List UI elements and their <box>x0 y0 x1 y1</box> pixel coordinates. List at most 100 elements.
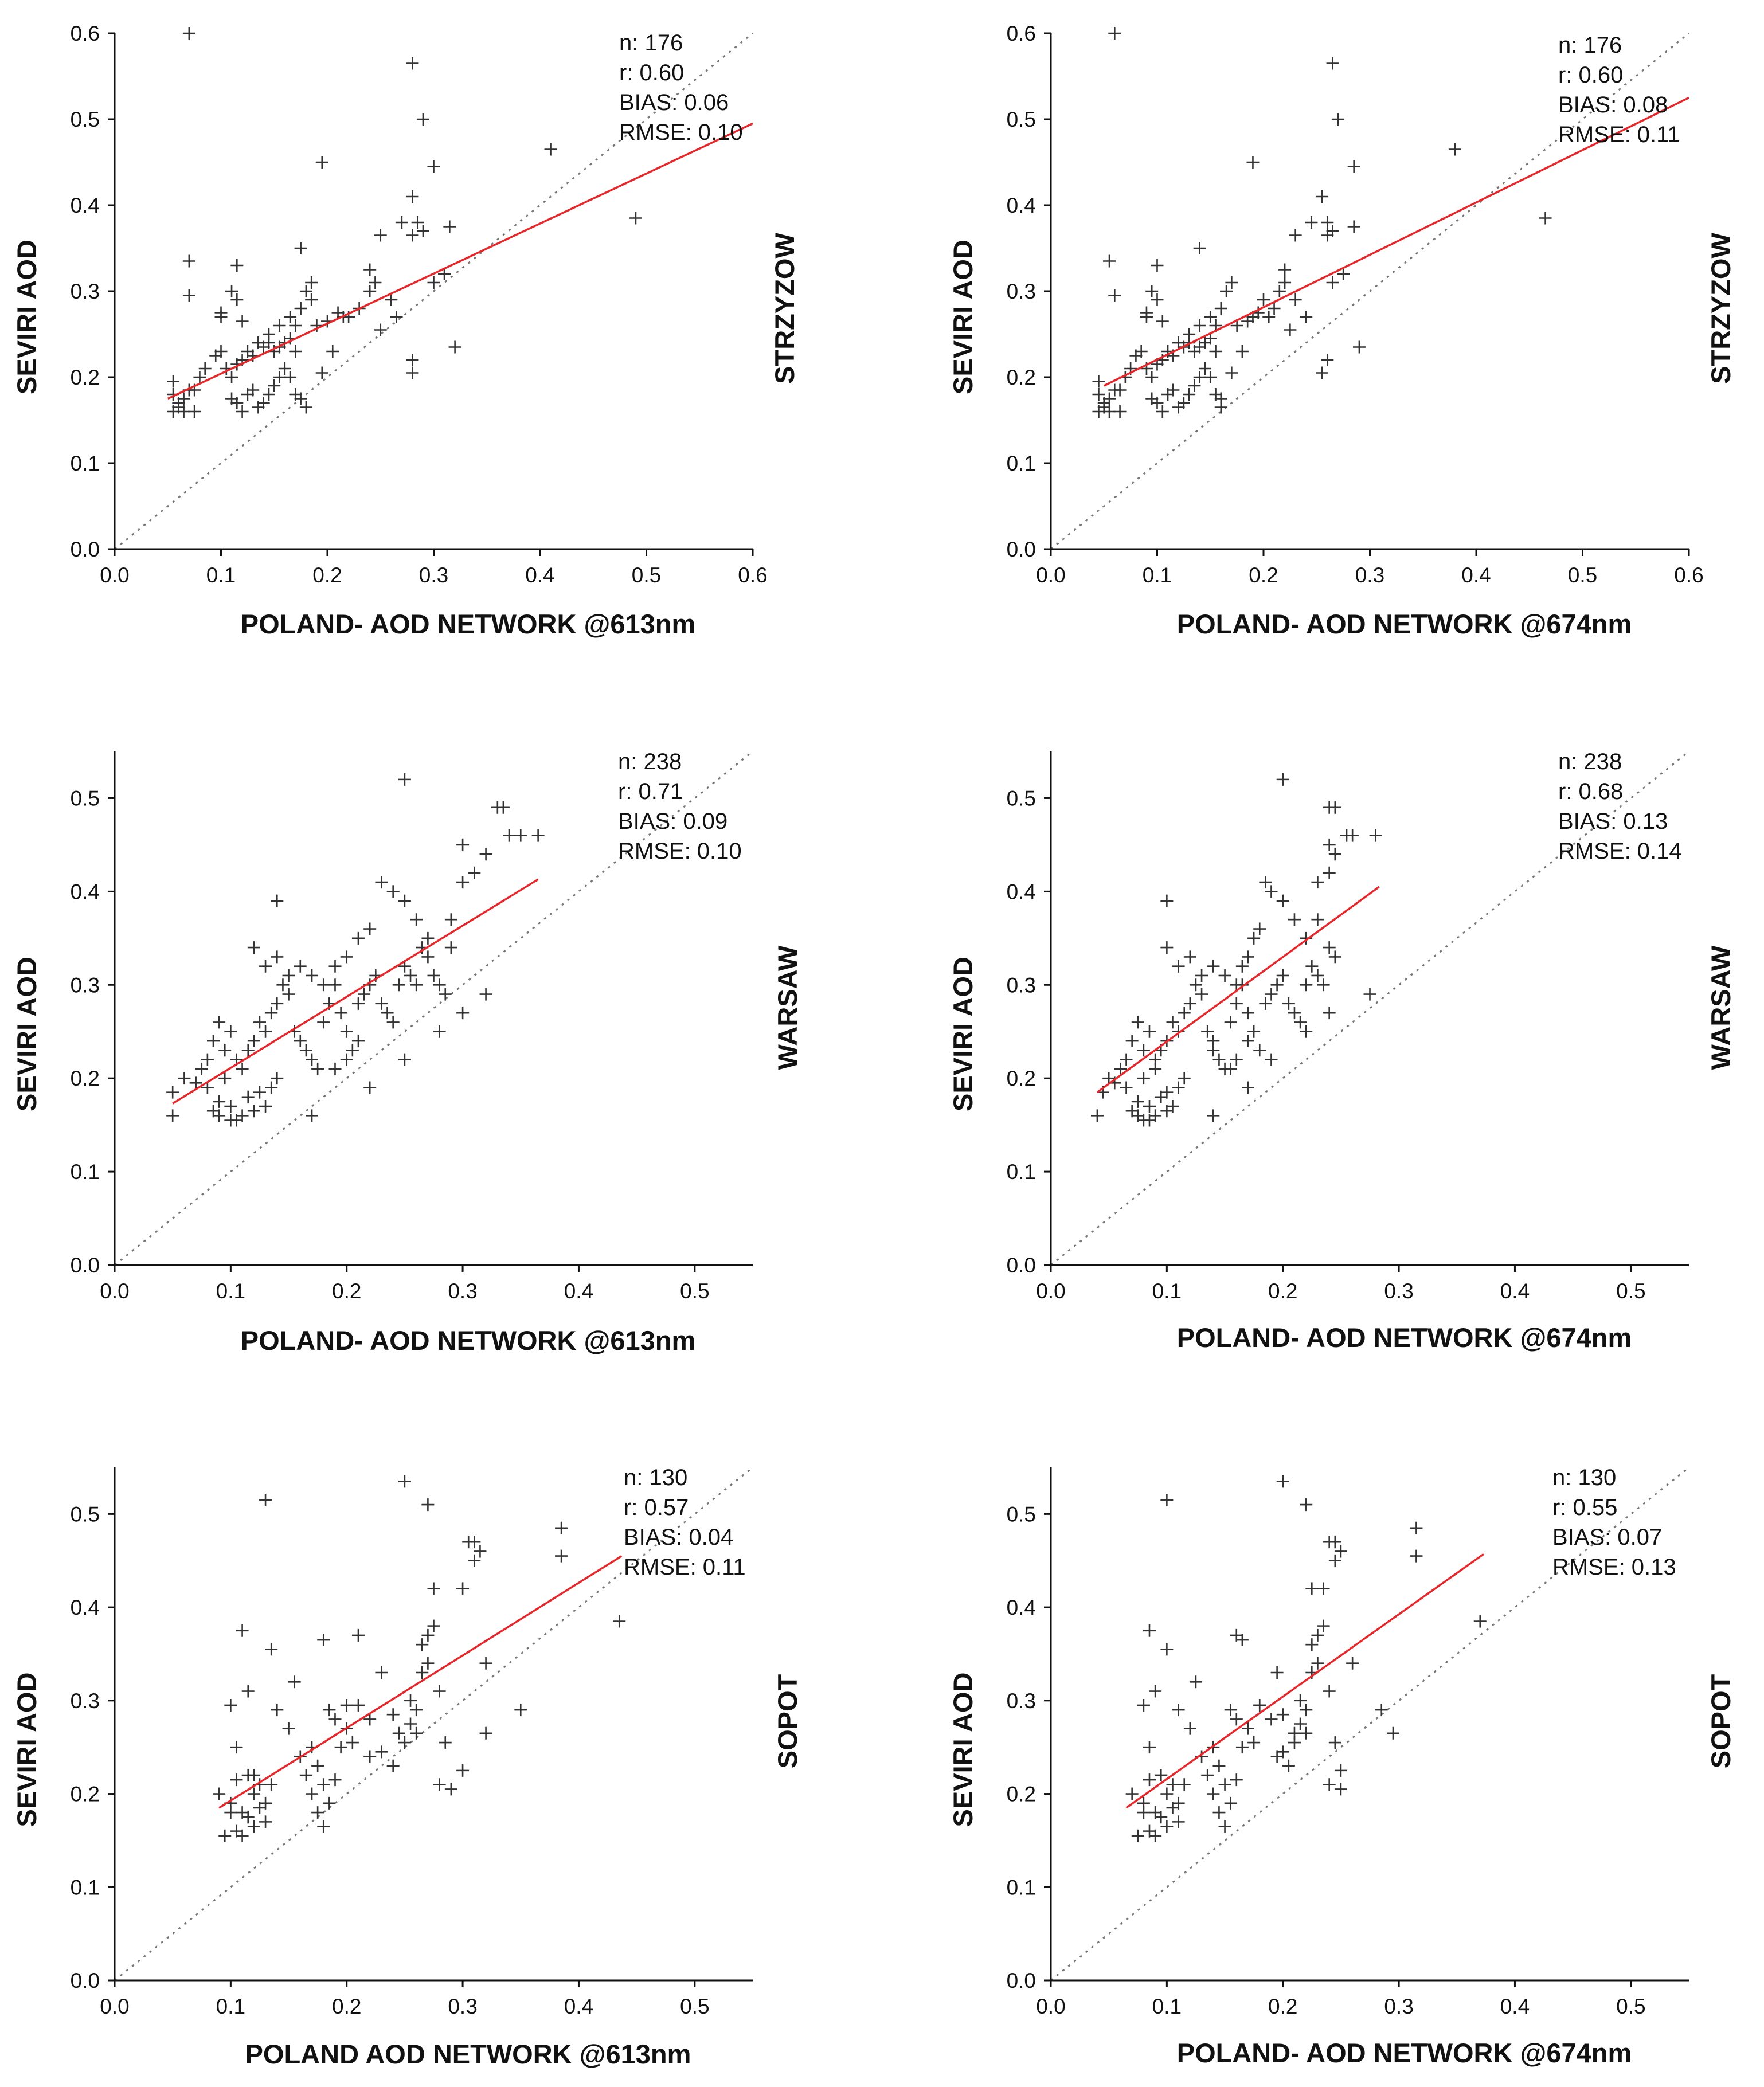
data-point <box>386 1708 400 1721</box>
data-point <box>1323 1007 1336 1020</box>
stat-line: r: 0.60 <box>1558 62 1623 88</box>
data-point <box>262 388 275 401</box>
data-point <box>1137 1072 1150 1085</box>
data-point <box>1473 1615 1487 1628</box>
data-point <box>1410 1549 1423 1563</box>
data-point <box>1183 997 1196 1010</box>
data-point <box>410 1726 423 1740</box>
data-point <box>1090 1109 1104 1122</box>
data-point <box>1189 1675 1202 1689</box>
data-point <box>1189 978 1202 992</box>
x-tick-label: 0.1 <box>216 1279 245 1303</box>
data-point <box>1195 988 1208 1001</box>
y-tick-label: 0.4 <box>1007 880 1036 903</box>
data-point <box>1288 1007 1301 1020</box>
data-point <box>247 941 260 954</box>
data-point <box>1328 950 1341 964</box>
data-point <box>1172 1081 1185 1094</box>
data-point <box>284 371 297 383</box>
data-point <box>247 1769 260 1781</box>
data-point <box>1294 1016 1307 1029</box>
data-point <box>218 1072 232 1085</box>
data-point <box>1224 1016 1237 1029</box>
data-point <box>1149 1109 1162 1122</box>
data-point <box>433 1685 446 1698</box>
data-point <box>1212 1759 1226 1772</box>
stat-line: n: 238 <box>1558 749 1622 774</box>
data-point <box>253 1016 266 1029</box>
data-point <box>225 371 238 383</box>
data-point <box>1326 276 1339 289</box>
data-point <box>1207 1109 1220 1122</box>
data-point <box>468 866 481 879</box>
data-point <box>241 1811 255 1824</box>
data-point <box>259 1025 272 1038</box>
data-point <box>392 978 405 992</box>
data-point <box>288 1675 301 1689</box>
data-point <box>1131 1095 1144 1108</box>
data-point <box>177 392 190 405</box>
data-point <box>1131 1016 1144 1029</box>
stat-line: BIAS: 0.06 <box>619 90 729 115</box>
y-tick-label: 0.6 <box>1007 22 1036 45</box>
data-point <box>241 1090 255 1103</box>
x-tick-label: 0.3 <box>448 1995 477 2018</box>
y-tick-label: 0.0 <box>1007 538 1036 561</box>
y-axis-title: SEVIRI AOD <box>948 1673 978 1827</box>
data-point <box>1220 285 1233 297</box>
y-tick-label: 0.3 <box>71 973 100 997</box>
data-point <box>406 190 419 203</box>
data-point <box>1270 1666 1284 1679</box>
stats-box: n: 130 r: 0.55 BIAS: 0.07 RMSE: 0.13 <box>1552 1465 1676 1580</box>
data-point <box>201 1081 214 1094</box>
data-point <box>1328 848 1341 861</box>
y-tick-label: 0.0 <box>1007 1969 1036 1992</box>
data-point <box>363 1713 377 1726</box>
data-point <box>1120 1053 1133 1066</box>
stats-box: n: 238 r: 0.68 BIAS: 0.13 RMSE: 0.14 <box>1558 749 1682 864</box>
x-tick-label: 0.4 <box>564 1995 593 2018</box>
x-tick-label: 0.0 <box>1036 1995 1065 2018</box>
scatter-panel-2: 0.0 0.1 0.2 0.3 0.4 0.5 0.6 0.0 0.1 0.2 0.3 0.4 0.5 0… <box>948 22 1736 639</box>
x-tick-label: 0.1 <box>1143 563 1172 587</box>
y-tick-label: 0.2 <box>71 366 100 389</box>
data-point <box>1294 1717 1307 1730</box>
data-point <box>1183 950 1196 964</box>
y-tick-label: 0.3 <box>71 280 100 303</box>
y-axis-title: SEVIRI AOD <box>948 240 978 394</box>
data-point <box>1230 1713 1243 1726</box>
site-label: STRZYZOW <box>1706 233 1736 384</box>
data-point <box>1328 1554 1341 1567</box>
data-point <box>1201 1025 1214 1038</box>
data-point <box>1346 829 1359 842</box>
data-point <box>514 1704 527 1717</box>
data-point <box>1193 371 1206 383</box>
site-label: STRZYZOW <box>769 233 800 384</box>
data-point <box>1151 293 1164 306</box>
x-axis-title: POLAND- AOD NETWORK @613nm <box>241 1325 696 1356</box>
data-point <box>1156 315 1169 328</box>
x-tick-label: 0.1 <box>1152 1995 1182 2018</box>
data-point <box>236 315 249 328</box>
scatter-panel-4: 0.0 0.1 0.2 0.3 0.4 0.5 0.0 0.1 0.2 0.3 0.4 0.5 POLA… <box>948 749 1736 1353</box>
data-point <box>1448 143 1461 156</box>
data-point <box>334 1741 347 1754</box>
data-point <box>448 340 461 354</box>
data-point <box>1242 1007 1255 1020</box>
data-point <box>1178 1007 1191 1020</box>
stat-line: r: 0.60 <box>619 60 684 85</box>
data-point <box>514 829 527 842</box>
y-tick-label: 0.1 <box>71 1160 100 1184</box>
data-point <box>317 1016 330 1029</box>
data-point <box>1160 1787 1174 1800</box>
data-point <box>271 1704 284 1717</box>
data-point <box>1224 1796 1237 1810</box>
data-point <box>1242 950 1255 964</box>
data-point <box>1311 913 1324 926</box>
data-point <box>262 328 275 340</box>
data-point <box>1125 1787 1139 1800</box>
y-tick-label: 0.4 <box>71 880 100 903</box>
data-point <box>386 1016 400 1029</box>
data-point <box>1218 1820 1231 1833</box>
scatter-panel-6: 0.0 0.1 0.2 0.3 0.4 0.5 0.0 0.1 0.2 0.3 0.4 0.5 POLA… <box>948 1465 1736 2068</box>
